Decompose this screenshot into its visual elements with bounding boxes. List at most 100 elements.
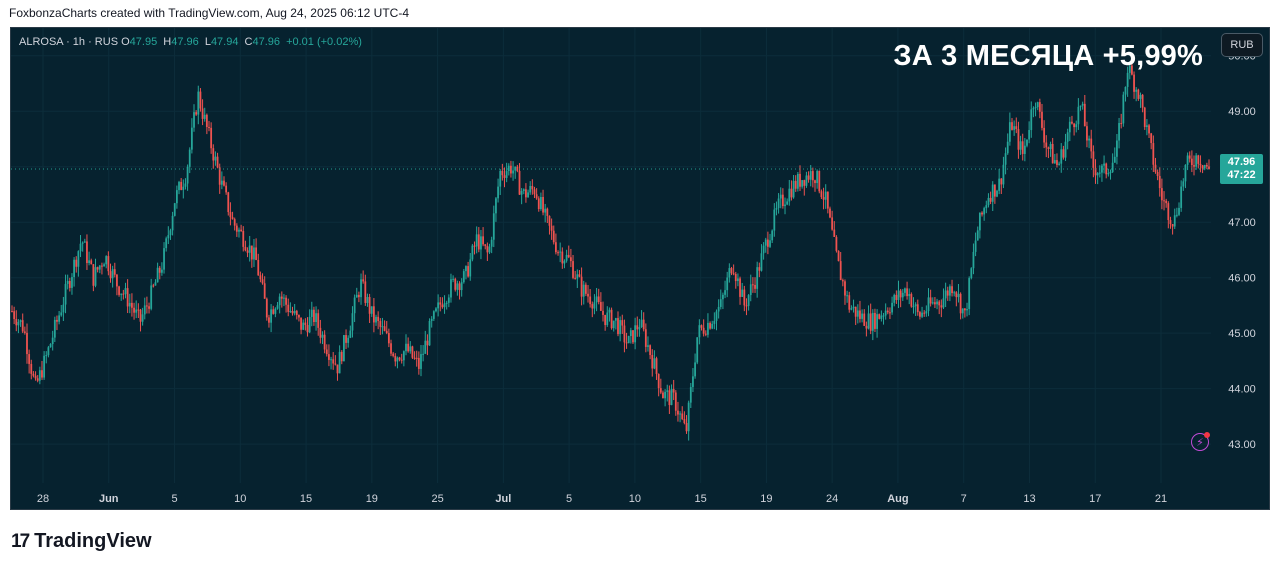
candle-body — [1094, 167, 1097, 176]
grid-lines — [11, 28, 1211, 483]
candle-body — [225, 185, 228, 193]
candle-body — [1152, 143, 1155, 165]
candle-body — [280, 296, 283, 299]
candle-body — [186, 166, 189, 184]
candle-body — [1058, 163, 1061, 165]
candle-body — [1148, 125, 1150, 134]
candle-body — [565, 254, 568, 261]
candle-body — [535, 194, 538, 199]
candle-body — [1143, 107, 1146, 127]
candle-body — [41, 370, 43, 378]
candlestick-chart[interactable]: 50.0049.0048.0047.0046.0045.0044.0043.00… — [11, 28, 1269, 509]
tradingview-logo[interactable]: 17 TradingView — [11, 530, 152, 553]
candle-body — [968, 278, 971, 310]
candle-body — [839, 261, 842, 281]
candle-body — [235, 225, 238, 232]
candle-body — [302, 322, 305, 330]
candle-body — [413, 357, 416, 359]
candle-body — [490, 239, 493, 247]
symbol-name: ALROSA · 1h · RUS — [19, 36, 119, 48]
candle-body — [178, 181, 180, 191]
candle-body — [1133, 74, 1135, 92]
candle-body — [548, 215, 551, 226]
candle-body — [527, 192, 529, 198]
candle-body — [310, 309, 313, 317]
candle-body — [923, 312, 926, 314]
candle-body — [779, 194, 782, 199]
candle-body — [445, 302, 448, 304]
candle-body — [1051, 143, 1054, 164]
candle-body — [332, 359, 335, 364]
candle-body — [649, 345, 652, 355]
candle-body — [846, 295, 849, 297]
candle-body — [60, 312, 63, 316]
candle-body — [439, 302, 442, 305]
y-tick-label: 47.00 — [1228, 217, 1256, 229]
candle-body — [180, 181, 183, 190]
candle-body — [484, 244, 487, 246]
x-tick-label: 28 — [37, 493, 49, 505]
candle-body — [647, 345, 649, 347]
candle-body — [1006, 141, 1009, 154]
candle-body — [437, 302, 440, 309]
candle-body — [593, 302, 596, 309]
candle-body — [1083, 103, 1086, 127]
candle-body — [584, 284, 587, 294]
candle-body — [850, 308, 853, 310]
candle-body — [919, 312, 921, 317]
candle-body — [991, 184, 994, 202]
candle-body — [283, 297, 285, 299]
candle-body — [713, 320, 716, 324]
candle-body — [218, 167, 221, 185]
candle-body — [1131, 65, 1133, 75]
candle-body — [51, 337, 54, 345]
candle-body — [253, 247, 255, 260]
candle-body — [529, 186, 532, 193]
candle-body — [790, 188, 793, 198]
candle-body — [15, 319, 18, 326]
candle-body — [120, 293, 123, 295]
candle-body — [1034, 107, 1037, 109]
candle-body — [233, 219, 236, 226]
candle-body — [925, 311, 928, 314]
candle-body — [128, 302, 131, 307]
candle-body — [940, 305, 943, 308]
currency-button[interactable]: RUB — [1221, 33, 1263, 57]
candle-body — [432, 311, 435, 319]
candle-body — [71, 277, 73, 288]
candle-body — [291, 310, 294, 314]
candle-body — [664, 391, 667, 399]
candle-body — [175, 190, 178, 204]
candle-body — [732, 273, 735, 275]
candle-body — [734, 273, 737, 282]
candle-body — [313, 309, 315, 323]
candle-body — [49, 344, 52, 348]
candle-body — [1036, 102, 1039, 108]
lightning-icon[interactable]: ⚡ — [1191, 433, 1209, 451]
candle-body — [227, 192, 230, 213]
candle-body — [47, 347, 50, 356]
close-value: 47.96 — [252, 36, 281, 48]
candle-body — [150, 285, 153, 309]
candle-body — [383, 326, 386, 331]
candle-body — [874, 312, 876, 329]
chart-area[interactable]: 50.0049.0048.0047.0046.0045.0044.0043.00… — [10, 27, 1270, 510]
candle-body — [96, 267, 99, 270]
candle-body — [685, 422, 688, 432]
candle-body — [1178, 207, 1180, 215]
candle-body — [255, 247, 258, 260]
candle-body — [518, 170, 521, 195]
candle-body — [1111, 162, 1114, 172]
candle-body — [1173, 215, 1176, 227]
symbol-ohlc-legend: ALROSA · 1h · RUS O47.95 H47.96 L47.94 C… — [19, 36, 365, 48]
candle-body — [1075, 124, 1078, 128]
candle-body — [946, 290, 949, 296]
candle-body — [415, 357, 418, 359]
candle-body — [724, 290, 726, 295]
x-tick-label: Jun — [99, 493, 119, 505]
candle-body — [83, 241, 86, 243]
candle-body — [856, 310, 859, 317]
candle-body — [62, 304, 65, 313]
candle-body — [1066, 132, 1069, 142]
